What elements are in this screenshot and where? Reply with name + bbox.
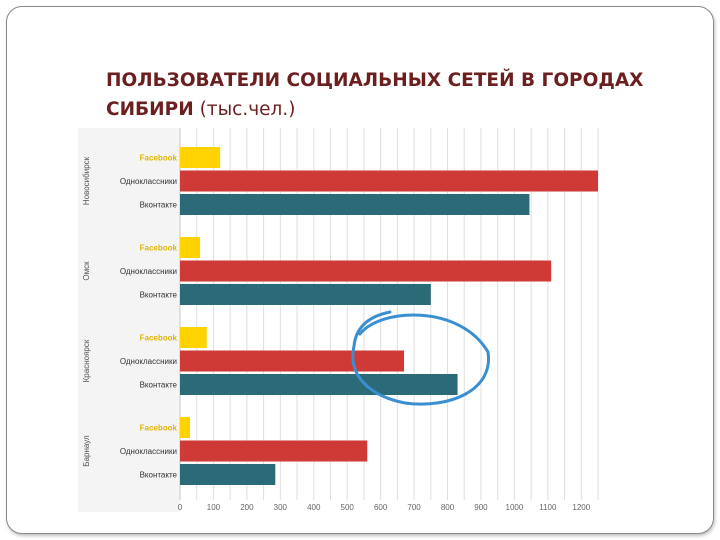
x-tick-label: 1100 — [539, 503, 557, 512]
series-label: Вконтакте — [140, 471, 178, 480]
bar-facebook-3 — [180, 417, 191, 438]
slide-title: ПОЛЬЗОВАТЕЛИ СОЦИАЛЬНЫХ СЕТЕЙ В ГОРОДАХ … — [106, 66, 666, 124]
bars — [180, 147, 598, 485]
bar-facebook-0 — [180, 147, 221, 168]
series-label: Одноклассники — [120, 357, 177, 366]
series-label: Вконтакте — [140, 201, 178, 210]
x-tick-label: 600 — [374, 503, 388, 512]
bar-facebook-1 — [180, 237, 201, 258]
x-axis-ticks: 0 100 200 300 400 500 600 700 800 900 1000 1100 1200 — [178, 503, 591, 512]
x-tick-label: 500 — [341, 503, 355, 512]
category-label: Омск — [82, 261, 91, 281]
x-tick-label: 700 — [407, 503, 421, 512]
highlight-circle — [351, 310, 490, 406]
bar-одноклассники-3 — [180, 440, 368, 462]
x-tick-label: 800 — [441, 503, 455, 512]
title-bold: ПОЛЬЗОВАТЕЛИ СОЦИАЛЬНЫХ СЕТЕЙ В ГОРОДАХ … — [106, 70, 644, 120]
series-label: Одноклассники — [120, 177, 177, 186]
category-label: Барнаул — [82, 435, 91, 467]
labels: Facebook Одноклассники Вконтакте Новосибирс… — [82, 154, 178, 480]
series-label: Вконтакте — [140, 291, 178, 300]
x-tick-label: 1000 — [506, 503, 524, 512]
bar-вконтакте-1 — [180, 284, 431, 305]
x-tick-label: 400 — [307, 503, 321, 512]
x-tick-label: 0 — [178, 503, 183, 512]
series-label: Одноклассники — [120, 447, 177, 456]
series-label: Вконтакте — [140, 381, 178, 390]
series-label: Facebook — [140, 154, 178, 163]
series-label: Facebook — [140, 424, 178, 433]
bar-вконтакте-2 — [180, 374, 458, 395]
bar-facebook-2 — [180, 327, 207, 348]
bar-одноклассники-0 — [180, 170, 598, 192]
series-label: Facebook — [140, 244, 178, 253]
bar-вконтакте-0 — [180, 194, 530, 215]
bar-одноклассники-1 — [180, 260, 552, 282]
x-tick-label: 200 — [240, 503, 254, 512]
category-label: Красноярск — [82, 339, 91, 382]
annotation — [351, 310, 490, 406]
category-label: Новосибирск — [82, 156, 91, 205]
title-unit: (тыс.чел.) — [199, 99, 296, 120]
x-tick-label: 900 — [474, 503, 488, 512]
x-tick-label: 1200 — [572, 503, 590, 512]
bar-одноклассники-2 — [180, 350, 405, 372]
x-tick-label: 300 — [274, 503, 288, 512]
series-label: Одноклассники — [120, 267, 177, 276]
series-label: Facebook — [140, 334, 178, 343]
bar-вконтакте-3 — [180, 464, 276, 485]
x-tick-label: 100 — [207, 503, 221, 512]
